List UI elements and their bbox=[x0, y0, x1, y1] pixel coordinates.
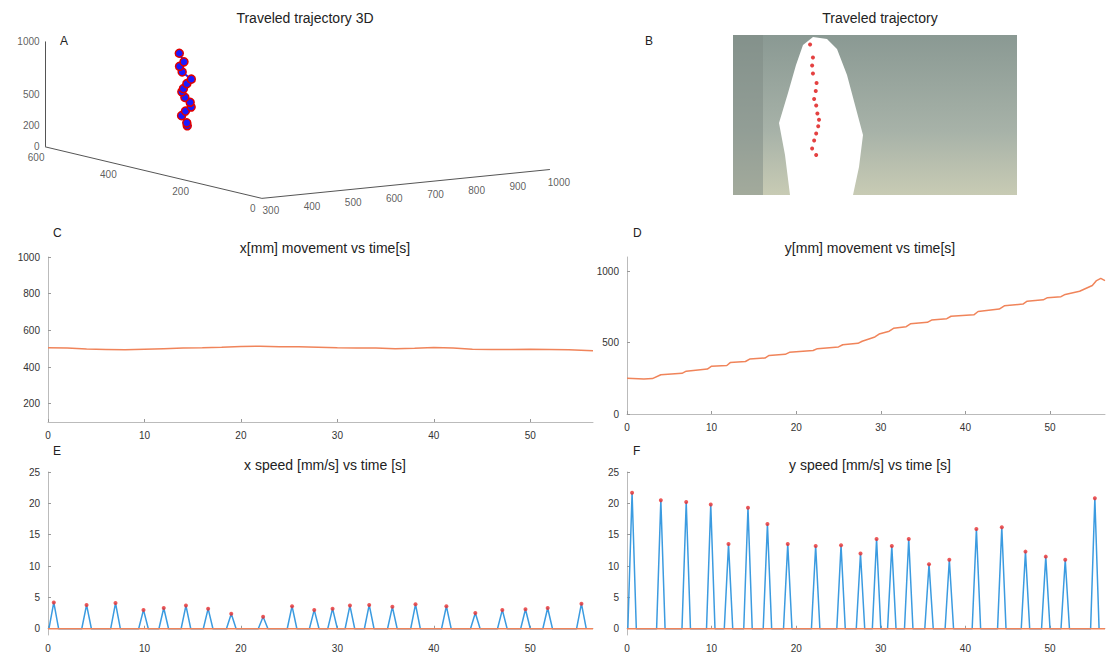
svg-text:25: 25 bbox=[608, 467, 620, 478]
svg-text:30: 30 bbox=[875, 643, 887, 654]
svg-text:0: 0 bbox=[624, 422, 630, 433]
svg-text:40: 40 bbox=[428, 643, 440, 654]
svg-text:800: 800 bbox=[23, 288, 40, 299]
svg-text:40: 40 bbox=[428, 430, 440, 441]
svg-text:30: 30 bbox=[332, 430, 344, 441]
svg-text:30: 30 bbox=[875, 422, 887, 433]
svg-text:400: 400 bbox=[304, 201, 321, 212]
svg-text:C: C bbox=[53, 226, 62, 240]
svg-text:D: D bbox=[633, 226, 642, 240]
svg-text:600: 600 bbox=[23, 325, 40, 336]
svg-text:Traveled trajectory 3D: Traveled trajectory 3D bbox=[236, 10, 373, 26]
svg-text:0: 0 bbox=[45, 430, 51, 441]
svg-text:F: F bbox=[633, 444, 640, 458]
svg-text:600: 600 bbox=[28, 152, 45, 163]
svg-text:50: 50 bbox=[525, 643, 537, 654]
svg-text:500: 500 bbox=[345, 197, 362, 208]
svg-text:25: 25 bbox=[29, 467, 41, 478]
svg-text:10: 10 bbox=[139, 643, 151, 654]
svg-text:0: 0 bbox=[34, 141, 40, 152]
svg-text:0: 0 bbox=[613, 623, 619, 634]
svg-text:B: B bbox=[645, 34, 653, 48]
svg-text:10: 10 bbox=[29, 561, 41, 572]
svg-text:40: 40 bbox=[960, 422, 972, 433]
svg-text:200: 200 bbox=[172, 186, 189, 197]
svg-text:200: 200 bbox=[23, 120, 40, 131]
svg-text:400: 400 bbox=[100, 169, 117, 180]
svg-text:y[mm] movement vs time[s]: y[mm] movement vs time[s] bbox=[785, 240, 955, 256]
svg-text:Traveled trajectory: Traveled trajectory bbox=[822, 10, 937, 26]
svg-text:800: 800 bbox=[468, 185, 485, 196]
svg-text:20: 20 bbox=[29, 498, 41, 509]
svg-text:10: 10 bbox=[139, 430, 151, 441]
svg-text:20: 20 bbox=[235, 643, 247, 654]
svg-text:5: 5 bbox=[34, 592, 40, 603]
svg-text:900: 900 bbox=[509, 181, 526, 192]
svg-text:15: 15 bbox=[29, 529, 41, 540]
svg-text:500: 500 bbox=[602, 337, 619, 348]
svg-text:20: 20 bbox=[791, 643, 803, 654]
svg-text:y speed [mm/s] vs time [s]: y speed [mm/s] vs time [s] bbox=[789, 457, 951, 473]
svg-text:400: 400 bbox=[23, 362, 40, 373]
svg-text:30: 30 bbox=[332, 643, 344, 654]
svg-text:0: 0 bbox=[613, 409, 619, 420]
svg-text:50: 50 bbox=[525, 430, 537, 441]
svg-text:1000: 1000 bbox=[548, 177, 571, 188]
svg-text:1000: 1000 bbox=[17, 36, 40, 47]
svg-text:5: 5 bbox=[613, 592, 619, 603]
svg-text:50: 50 bbox=[1044, 422, 1056, 433]
svg-text:0: 0 bbox=[250, 203, 256, 214]
svg-text:20: 20 bbox=[608, 498, 620, 509]
svg-text:15: 15 bbox=[608, 529, 620, 540]
svg-text:20: 20 bbox=[791, 422, 803, 433]
svg-text:A: A bbox=[60, 34, 68, 48]
svg-text:10: 10 bbox=[608, 561, 620, 572]
svg-text:200: 200 bbox=[23, 398, 40, 409]
svg-text:0: 0 bbox=[624, 643, 630, 654]
svg-text:1000: 1000 bbox=[18, 252, 41, 263]
svg-text:x[mm] movement vs time[s]: x[mm] movement vs time[s] bbox=[240, 240, 410, 256]
svg-text:0: 0 bbox=[45, 643, 51, 654]
svg-text:600: 600 bbox=[386, 193, 403, 204]
svg-text:1000: 1000 bbox=[597, 266, 620, 277]
svg-text:10: 10 bbox=[706, 643, 718, 654]
svg-text:E: E bbox=[53, 444, 61, 458]
svg-text:700: 700 bbox=[427, 189, 444, 200]
svg-text:10: 10 bbox=[706, 422, 718, 433]
svg-text:50: 50 bbox=[1044, 643, 1056, 654]
svg-text:500: 500 bbox=[23, 89, 40, 100]
svg-text:40: 40 bbox=[960, 643, 972, 654]
svg-text:0: 0 bbox=[34, 623, 40, 634]
svg-text:300: 300 bbox=[263, 205, 280, 216]
svg-text:x speed [mm/s] vs time [s]: x speed [mm/s] vs time [s] bbox=[244, 457, 406, 473]
svg-text:20: 20 bbox=[235, 430, 247, 441]
